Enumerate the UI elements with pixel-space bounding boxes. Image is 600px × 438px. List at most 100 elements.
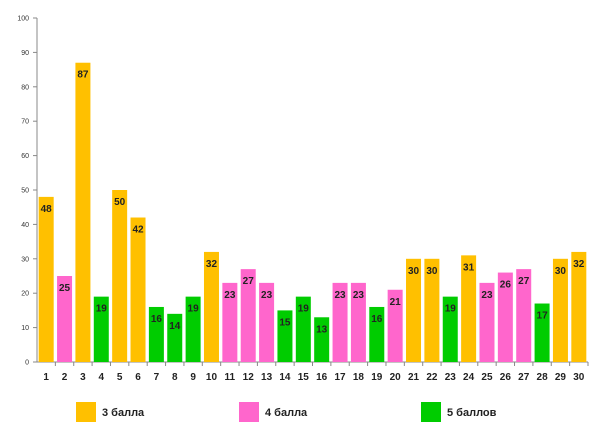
data-label: 27 [518,276,530,287]
data-label: 23 [334,290,346,301]
x-tick-label: 6 [135,372,141,383]
bar [497,272,513,362]
bar [387,289,403,362]
y-tick-label: 70 [21,119,29,126]
bar [406,258,422,362]
bars [38,62,587,362]
bar [461,255,477,362]
x-tick-label: 10 [206,372,218,383]
data-label: 42 [132,225,144,236]
x-tick-label: 19 [371,372,383,383]
data-label: 23 [481,290,493,301]
bar [57,276,73,362]
bar [314,317,330,362]
data-label: 19 [188,304,200,315]
bar [222,282,238,362]
x-tick-label: 3 [80,372,86,383]
data-label: 14 [169,321,181,332]
x-tick-label: 18 [353,372,365,383]
y-tick-label: 50 [21,188,29,195]
x-tick-label: 17 [334,372,346,383]
legend-swatch [421,402,441,422]
x-tick-label: 21 [408,372,420,383]
data-label: 32 [573,259,585,270]
x-tick-label: 27 [518,372,530,383]
data-label: 19 [298,304,310,315]
bar [167,313,183,362]
x-tick-label: 11 [225,372,236,383]
y-ticks: 0 10 20 30 40 50 60 70 80 90 100 [17,16,37,367]
x-tick-label: 1 [43,372,49,383]
bar [148,306,164,362]
y-tick-label: 0 [25,360,29,367]
data-label: 16 [151,314,163,325]
data-label: 48 [41,204,53,215]
data-label: 30 [555,266,567,277]
bar [442,296,458,362]
y-tick-label: 40 [21,222,29,229]
y-tick-label: 60 [21,153,29,160]
data-label: 13 [316,324,328,335]
bar [350,282,366,362]
bar [185,296,201,362]
x-tick-label: 30 [573,372,585,383]
bar [75,62,91,362]
data-label: 23 [353,290,365,301]
data-labels: 48 25 87 19 50 42 16 14 19 32 23 27 23 15 19 13 23 23 16 21… [41,70,585,336]
x-tick-label: 29 [555,372,567,383]
bar [277,310,293,362]
legend-swatch [76,402,96,422]
bar [552,258,568,362]
x-tick-label: 7 [154,372,160,383]
data-label: 19 [445,304,457,315]
bar [295,296,311,362]
x-tick-label: 2 [62,372,68,383]
bar [259,282,275,362]
legend-label: 3 балла [102,407,145,419]
x-tick-label: 16 [316,372,328,383]
bar [479,282,495,362]
x-tick-label: 14 [279,372,291,383]
data-label: 21 [390,297,402,308]
data-label: 50 [114,197,126,208]
y-tick-label: 100 [17,16,29,23]
x-tick-label: 25 [481,372,493,383]
y-tick-label: 80 [21,84,29,91]
x-tick-label: 5 [117,372,123,383]
x-tick-label: 22 [426,372,438,383]
data-label: 30 [408,266,420,277]
y-tick-label: 10 [21,325,29,332]
x-tick-label: 9 [190,372,196,383]
y-tick-label: 30 [21,256,29,263]
legend-label: 5 баллов [447,407,497,419]
data-label: 23 [261,290,273,301]
data-label: 17 [537,311,549,322]
bar [130,217,146,362]
bar [203,251,219,362]
legend: 3 балла 4 балла 5 баллов [76,402,497,422]
bar [369,306,385,362]
bar [240,269,256,362]
bar [571,251,587,362]
data-label: 25 [59,283,71,294]
x-tick-label: 15 [298,372,310,383]
bar [112,190,128,362]
x-tick-label: 8 [172,372,178,383]
data-label: 15 [279,317,291,328]
x-tick-label: 4 [99,372,105,383]
x-tick-label: 28 [537,372,549,383]
legend-swatch [239,402,259,422]
data-label: 19 [96,304,108,315]
bar [93,296,109,362]
data-label: 32 [206,259,218,270]
x-tick-label: 12 [243,372,255,383]
data-label: 26 [500,280,512,291]
bar [424,258,440,362]
x-tick-label: 26 [500,372,512,383]
x-tick-label: 24 [463,372,475,383]
bar [534,303,550,362]
data-label: 27 [243,276,255,287]
x-tick-label: 20 [390,372,402,383]
data-label: 31 [463,262,475,273]
